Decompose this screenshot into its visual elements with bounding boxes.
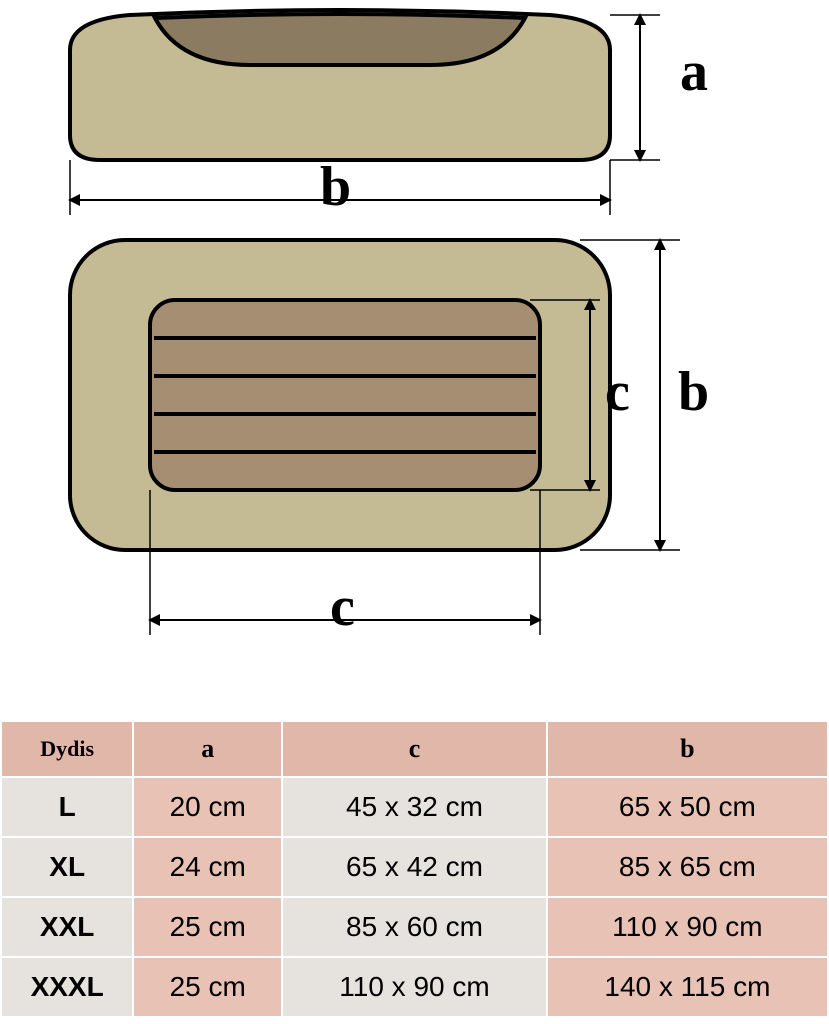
table-cell: XXXL: [1, 957, 133, 1017]
table-cell: 85 x 65 cm: [547, 837, 828, 897]
table-header-cell: a: [133, 721, 282, 777]
table-cell: 65 x 42 cm: [282, 837, 547, 897]
table-cell: 110 x 90 cm: [282, 957, 547, 1017]
table-row: L20 cm45 x 32 cm65 x 50 cm: [1, 777, 828, 837]
table-cell: 140 x 115 cm: [547, 957, 828, 1017]
table-cell: 45 x 32 cm: [282, 777, 547, 837]
table-cell: XL: [1, 837, 133, 897]
dim-label-c-bottom: c: [330, 575, 355, 639]
dim-label-c-side: c: [605, 360, 630, 424]
table-header-row: Dydisacb: [1, 721, 828, 777]
table-header-cell: c: [282, 721, 547, 777]
table-cell: 25 cm: [133, 957, 282, 1017]
table-row: XXL25 cm85 x 60 cm110 x 90 cm: [1, 897, 828, 957]
diagram-area: a b c b c: [0, 0, 829, 720]
table-cell: XXL: [1, 897, 133, 957]
table-cell: 20 cm: [133, 777, 282, 837]
table-cell: 24 cm: [133, 837, 282, 897]
table-cell: 65 x 50 cm: [547, 777, 828, 837]
table-row: XXXL25 cm110 x 90 cm140 x 115 cm: [1, 957, 828, 1017]
dim-label-b-side: b: [678, 360, 709, 424]
dim-label-a: a: [680, 40, 708, 104]
size-table-area: DydisacbL20 cm45 x 32 cm65 x 50 cmXL24 c…: [0, 720, 829, 1018]
table-header-cell: b: [547, 721, 828, 777]
table-cell: L: [1, 777, 133, 837]
size-table: DydisacbL20 cm45 x 32 cm65 x 50 cmXL24 c…: [0, 720, 829, 1018]
table-cell: 25 cm: [133, 897, 282, 957]
table-header-cell: Dydis: [1, 721, 133, 777]
dim-label-b-top: b: [320, 155, 351, 219]
table-cell: 85 x 60 cm: [282, 897, 547, 957]
table-cell: 110 x 90 cm: [547, 897, 828, 957]
table-row: XL24 cm65 x 42 cm85 x 65 cm: [1, 837, 828, 897]
